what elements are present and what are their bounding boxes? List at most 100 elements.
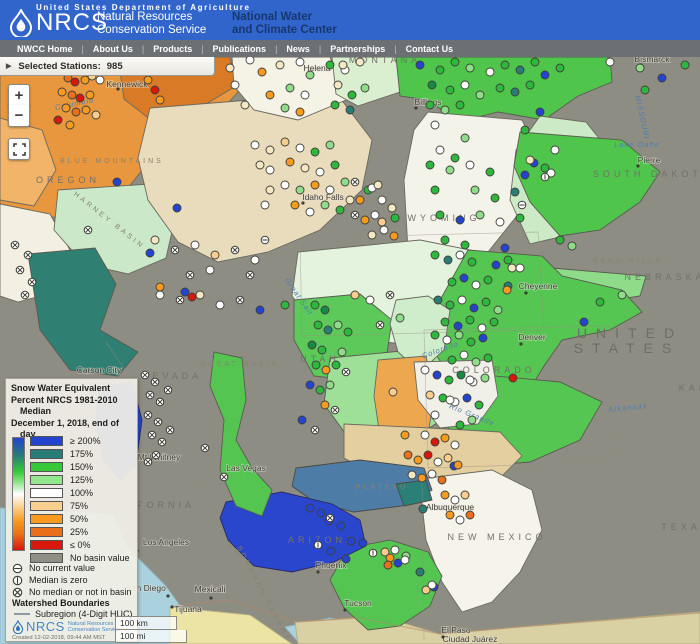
station-dot-blue[interactable] <box>415 60 425 70</box>
station-dot-cream[interactable] <box>265 145 275 155</box>
station-dot-white[interactable] <box>245 57 255 65</box>
station-dot-red[interactable] <box>430 437 440 447</box>
station-dot-cream[interactable] <box>373 180 383 190</box>
station-dot-orange[interactable] <box>65 120 75 130</box>
station-dot-green[interactable] <box>460 240 470 250</box>
station-dot-white[interactable] <box>445 395 455 405</box>
station-dot-blue[interactable] <box>491 260 501 270</box>
station-dot-white[interactable] <box>365 295 375 305</box>
station-symbol-nomedian[interactable] <box>151 450 161 460</box>
station-dot-white[interactable] <box>400 555 410 565</box>
station-dot-blue[interactable] <box>478 333 488 343</box>
station-symbol-nomedian[interactable] <box>143 410 153 420</box>
station-dot-green[interactable] <box>440 317 450 327</box>
station-dot-blue[interactable] <box>432 370 442 380</box>
selected-stations-bar[interactable]: ▶ Selected Stations: 985 <box>0 57 215 76</box>
station-dot-orange[interactable] <box>85 90 95 100</box>
station-dot-white[interactable] <box>155 290 165 300</box>
station-dot-green[interactable] <box>483 353 493 363</box>
station-dot-ltgreen[interactable] <box>445 165 455 175</box>
station-dot-blue[interactable] <box>657 73 667 83</box>
station-dot-blue[interactable] <box>341 554 351 564</box>
station-dot-blue[interactable] <box>520 170 530 180</box>
station-dot-blue[interactable] <box>172 203 182 213</box>
station-dot-cream[interactable] <box>407 470 417 480</box>
station-dot-white[interactable] <box>455 250 465 260</box>
station-dot-orange[interactable] <box>310 180 320 190</box>
station-dot-white[interactable] <box>265 165 275 175</box>
station-dot-blue[interactable] <box>336 521 346 531</box>
station-dot-dkorange[interactable] <box>71 107 81 117</box>
station-dot-orange[interactable] <box>155 282 165 292</box>
station-dot-blue[interactable] <box>297 415 307 425</box>
station-dot-green[interactable] <box>520 125 530 135</box>
station-symbol-nocurrent[interactable] <box>260 235 270 245</box>
station-dot-white[interactable] <box>471 280 481 290</box>
station-dot-green[interactable] <box>447 355 457 365</box>
station-dot-ltgreen[interactable] <box>395 313 405 323</box>
station-dot-ltgreen[interactable] <box>285 83 295 93</box>
station-symbol-nomedian[interactable] <box>83 225 93 235</box>
station-dot-white[interactable] <box>420 430 430 440</box>
station-dot-ltorange[interactable] <box>280 137 290 147</box>
station-dot-green[interactable] <box>530 57 540 67</box>
station-dot-green[interactable] <box>311 360 321 370</box>
station-dot-red[interactable] <box>508 373 518 383</box>
station-dot-blue[interactable] <box>305 503 315 513</box>
station-dot-green[interactable] <box>555 235 565 245</box>
station-dot-green[interactable] <box>525 80 535 90</box>
station-symbol-nomedian[interactable] <box>143 457 153 467</box>
station-dot-green[interactable] <box>680 60 690 70</box>
station-dot-white[interactable] <box>390 545 400 555</box>
station-dot-white[interactable] <box>295 57 305 67</box>
station-dot-white[interactable] <box>477 323 487 333</box>
station-dot-blue[interactable] <box>462 393 472 403</box>
station-dot-cream[interactable] <box>265 185 275 195</box>
station-dot-green[interactable] <box>489 317 499 327</box>
station-dot-blue[interactable] <box>500 243 510 253</box>
station-dot-blue[interactable] <box>346 536 356 546</box>
map-svg[interactable]: OREGON NEVADA CALIFORNIA ARIZONA NEW MEXICO W… <box>0 57 700 644</box>
station-dot-blue[interactable] <box>112 177 122 187</box>
station-dot-white[interactable] <box>460 80 470 90</box>
station-dot-white[interactable] <box>442 335 452 345</box>
station-dot-ltgreen[interactable] <box>280 103 290 113</box>
station-dot-orange[interactable] <box>502 285 512 295</box>
station-dot-blue[interactable] <box>326 546 336 556</box>
station-dot-green[interactable] <box>325 60 335 70</box>
station-dot-green[interactable] <box>430 330 440 340</box>
station-dot-orange[interactable] <box>360 215 370 225</box>
station-dot-dkorange[interactable] <box>67 90 77 100</box>
station-dot-teal[interactable] <box>433 295 443 305</box>
station-dot-white[interactable] <box>495 217 505 227</box>
station-symbol-zero[interactable] <box>368 548 378 558</box>
station-dot-ltgreen[interactable] <box>475 210 485 220</box>
station-symbol-nomedian[interactable] <box>375 320 385 330</box>
station-dot-dkorange[interactable] <box>437 475 447 485</box>
station-dot-white[interactable] <box>250 255 260 265</box>
station-dot-orange[interactable] <box>453 460 463 470</box>
station-dot-green[interactable] <box>430 250 440 260</box>
station-symbol-nomedian[interactable] <box>235 295 245 305</box>
station-dot-cream[interactable] <box>345 195 355 205</box>
station-dot-teal[interactable] <box>510 87 520 97</box>
station-dot-teal[interactable] <box>418 504 428 514</box>
station-dot-white[interactable] <box>379 225 389 235</box>
station-dot-orange[interactable] <box>400 430 410 440</box>
station-dot-teal[interactable] <box>510 187 520 197</box>
station-dot-blue[interactable] <box>145 248 155 258</box>
station-dot-ltgreen[interactable] <box>305 70 315 80</box>
station-dot-red[interactable] <box>187 292 197 302</box>
station-symbol-nomedian[interactable] <box>175 295 185 305</box>
station-dot-dkorange[interactable] <box>403 450 413 460</box>
station-dot-green[interactable] <box>474 400 484 410</box>
station-dot-cream[interactable] <box>338 60 348 70</box>
station-dot-green[interactable] <box>445 300 455 310</box>
station-dot-white[interactable] <box>550 145 560 155</box>
station-dot-white[interactable] <box>305 207 315 217</box>
station-dot-orange[interactable] <box>57 87 67 97</box>
station-symbol-nomedian[interactable] <box>170 245 180 255</box>
station-dot-teal[interactable] <box>415 567 425 577</box>
station-symbol-nomedian[interactable] <box>153 417 163 427</box>
zoom-out-button[interactable]: − <box>8 105 30 127</box>
